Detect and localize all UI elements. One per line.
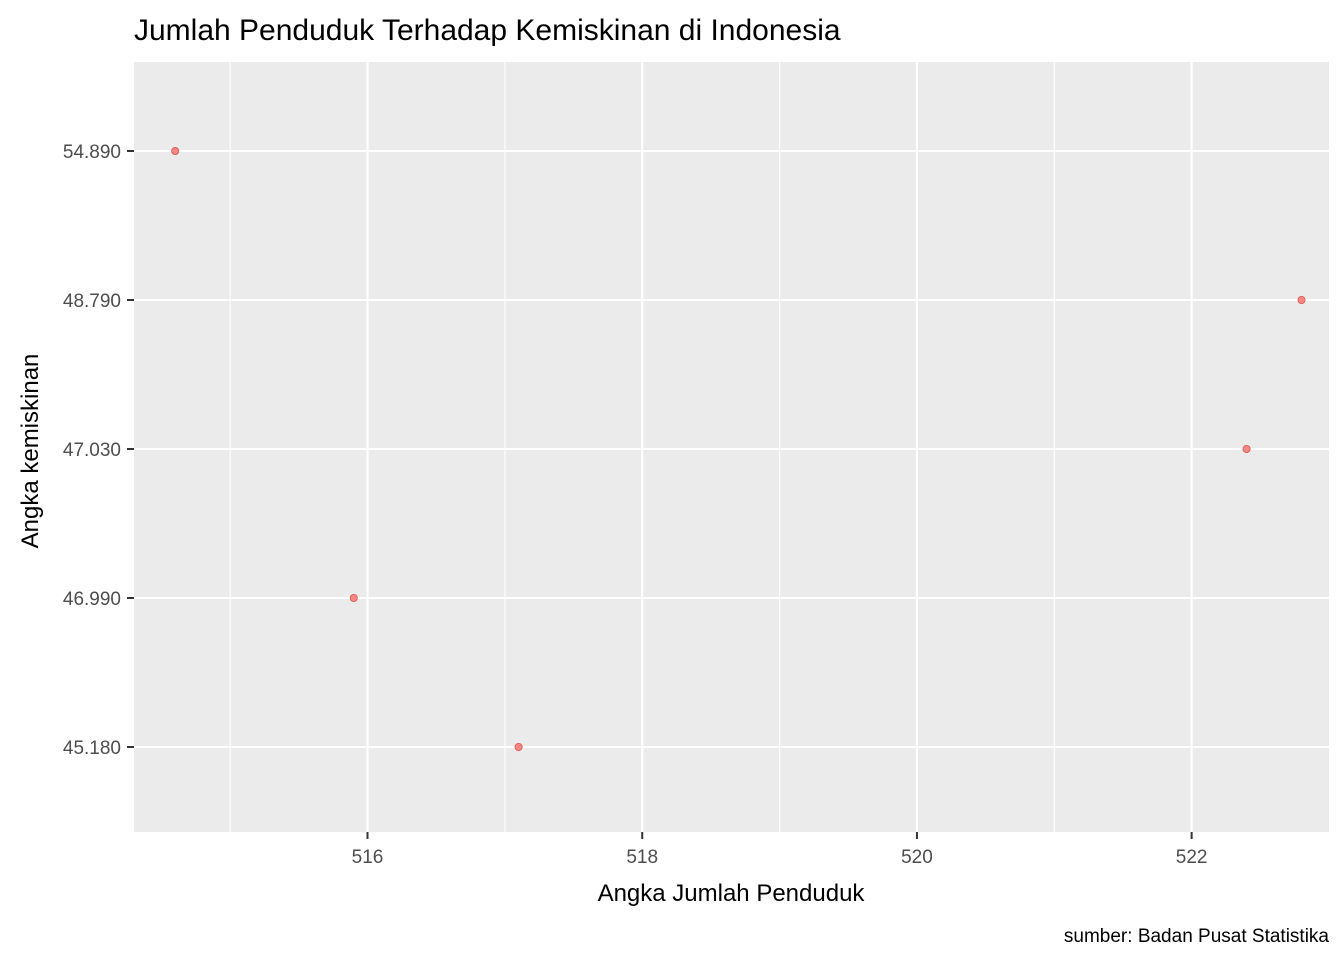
major-gridlines xyxy=(134,62,1329,832)
data-point xyxy=(514,743,523,752)
y-tick-label: 46.990 xyxy=(63,589,121,610)
minor-gridlines xyxy=(229,62,1055,832)
data-point xyxy=(171,146,180,155)
y-axis: 45.180 46.990 47.030 48.790 54.890 xyxy=(63,142,134,759)
data-point xyxy=(1242,444,1251,453)
chart-caption: sumber: Badan Pusat Statistika xyxy=(1064,926,1330,947)
data-point xyxy=(349,594,358,603)
y-axis-title: Angka kemiskinan xyxy=(17,354,44,549)
x-tick-label: 518 xyxy=(626,847,658,868)
x-tick-label: 516 xyxy=(352,847,384,868)
y-tick-label: 54.890 xyxy=(63,142,121,163)
y-tick-label: 48.790 xyxy=(63,291,121,312)
y-tick-label: 45.180 xyxy=(63,738,121,759)
x-axis-title: Angka Jumlah Penduduk xyxy=(598,880,866,907)
x-tick-label: 520 xyxy=(901,847,933,868)
y-tick-label: 47.030 xyxy=(63,440,121,461)
chart-title: Jumlah Penduduk Terhadap Kemiskinan di I… xyxy=(134,14,841,47)
x-axis: 516 518 520 522 xyxy=(352,832,1208,868)
data-points xyxy=(171,146,1306,752)
x-tick-label: 522 xyxy=(1176,847,1208,868)
plot-panel xyxy=(134,62,1329,832)
data-point xyxy=(1297,295,1306,304)
